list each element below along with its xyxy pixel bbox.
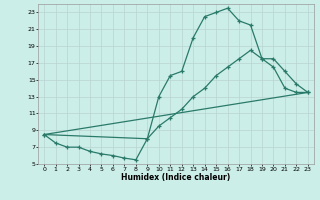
X-axis label: Humidex (Indice chaleur): Humidex (Indice chaleur) — [121, 173, 231, 182]
